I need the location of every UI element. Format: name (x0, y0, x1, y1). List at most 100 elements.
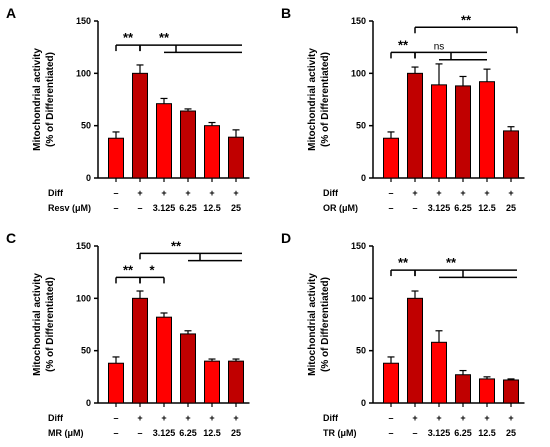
dose-label: 3.125 (428, 203, 451, 213)
diff-sign: + (233, 188, 238, 198)
panel-a: A Mitochondrial activity (% of Differentia… (6, 5, 250, 213)
dose-label: – (388, 428, 393, 438)
y-tick-label: 0 (86, 173, 91, 183)
panel-letter: D (281, 230, 291, 246)
diff-sign: + (209, 413, 214, 423)
diff-sign: + (185, 413, 190, 423)
y-tick-label: 0 (86, 398, 91, 408)
significance-label: * (149, 262, 155, 277)
y-tick-label: 100 (76, 293, 91, 303)
diff-sign: + (161, 413, 166, 423)
bar (132, 297, 148, 404)
diff-sign: + (412, 188, 417, 198)
dose-label: – (388, 203, 393, 213)
y-axis-label-line2: (% of Differentiated) (320, 277, 331, 372)
dose-label: – (113, 203, 118, 213)
dose-label: 6.25 (454, 428, 472, 438)
significance-label: ** (461, 12, 472, 27)
dose-label: 6.25 (179, 203, 197, 213)
significance-label: ** (159, 30, 170, 45)
treatment-row-label: TR (μM) (323, 428, 357, 438)
dose-label: 12.5 (203, 203, 221, 213)
diff-sign: – (113, 413, 118, 423)
bar (228, 136, 244, 179)
y-tick-label: 0 (361, 173, 366, 183)
bar (180, 333, 196, 404)
bar (156, 103, 172, 179)
bar (108, 137, 124, 179)
treatment-row-label: MR (μM) (48, 428, 84, 438)
diff-row-label: Diff (48, 413, 64, 423)
diff-row-label: Diff (323, 413, 339, 423)
panel-d: D Mitochondrial activity (% of Differentia… (281, 230, 525, 438)
y-tick-label: 150 (351, 16, 366, 26)
bar (407, 297, 423, 404)
diff-sign: + (508, 188, 513, 198)
bar (383, 362, 399, 404)
dose-label: – (113, 428, 118, 438)
significance-label: ns (434, 41, 445, 52)
diff-sign: + (209, 188, 214, 198)
y-tick-label: 50 (81, 346, 91, 356)
dose-label: 6.25 (454, 203, 472, 213)
dose-label: 25 (506, 203, 516, 213)
diff-sign: + (460, 413, 465, 423)
bar (479, 81, 495, 179)
diff-sign: + (460, 188, 465, 198)
bar (407, 72, 423, 179)
significance-label: ** (398, 255, 409, 270)
diff-sign: + (484, 188, 489, 198)
y-tick-label: 100 (351, 293, 366, 303)
diff-sign: + (137, 413, 142, 423)
bar (156, 316, 172, 404)
y-tick-label: 50 (356, 121, 366, 131)
treatment-row-label: OR (μM) (323, 203, 358, 213)
y-axis-label-line1: Mitochondrial activity (32, 273, 43, 376)
y-tick-label: 0 (361, 398, 366, 408)
bar (108, 362, 124, 404)
diff-sign: – (388, 188, 393, 198)
y-tick-label: 150 (76, 241, 91, 251)
dose-label: 3.125 (153, 203, 176, 213)
bar (479, 378, 495, 404)
diff-sign: – (388, 413, 393, 423)
panel-letter: A (6, 5, 16, 21)
diff-sign: + (185, 188, 190, 198)
dose-label: 12.5 (203, 428, 221, 438)
diff-sign: + (233, 413, 238, 423)
diff-sign: + (484, 413, 489, 423)
diff-row-label: Diff (323, 188, 339, 198)
significance-label: ** (398, 37, 409, 52)
y-axis-label-line1: Mitochondrial activity (307, 48, 318, 151)
dose-label: 3.125 (153, 428, 176, 438)
diff-sign: + (436, 188, 441, 198)
y-tick-label: 50 (81, 121, 91, 131)
dose-label: 25 (231, 428, 241, 438)
significance-label: ** (123, 262, 134, 277)
diff-sign: + (508, 413, 513, 423)
bar (455, 374, 471, 404)
bar (503, 379, 519, 404)
dose-label: 12.5 (478, 428, 496, 438)
dose-label: 3.125 (428, 428, 451, 438)
bar (431, 341, 447, 404)
bar (204, 125, 220, 179)
dose-label: 25 (506, 428, 516, 438)
y-tick-label: 150 (76, 16, 91, 26)
diff-sign: + (412, 413, 417, 423)
diff-row-label: Diff (48, 188, 64, 198)
bar (383, 137, 399, 179)
diff-sign: + (436, 413, 441, 423)
significance-label: ** (123, 30, 134, 45)
y-axis-label-line2: (% of Differentiated) (45, 277, 56, 372)
bar (228, 360, 244, 404)
panel-letter: C (6, 230, 16, 246)
significance-label: ** (446, 255, 457, 270)
bar (132, 72, 148, 179)
diff-sign: + (137, 188, 142, 198)
y-axis-label-line1: Mitochondrial activity (307, 273, 318, 376)
y-tick-label: 50 (356, 346, 366, 356)
dose-label: 12.5 (478, 203, 496, 213)
dose-label: – (137, 428, 142, 438)
